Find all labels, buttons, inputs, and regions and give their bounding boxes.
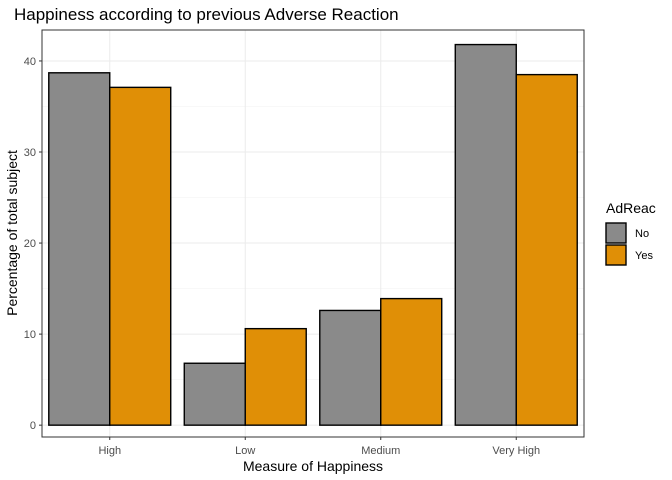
x-axis-title: Measure of Happiness: [243, 458, 383, 474]
y-tick-label: 0: [30, 420, 36, 432]
chart-title: Happiness according to previous Adverse …: [14, 5, 399, 24]
x-tick-label: Low: [235, 445, 255, 457]
legend-label-yes: Yes: [635, 250, 653, 262]
bar-medium-no: [319, 309, 382, 426]
plot-panel: [41, 29, 585, 438]
x-tick-label: Medium: [361, 445, 400, 457]
bar-high-no: [48, 72, 111, 426]
bar-very-high-yes: [515, 73, 578, 426]
panel-border: [41, 29, 585, 438]
legend-items: No Yes: [605, 222, 653, 266]
legend-swatch-yes: [605, 244, 627, 266]
y-axis: 0 10 20 30 40: [24, 56, 42, 432]
legend-swatch-no: [605, 222, 627, 244]
y-tick-label: 30: [24, 147, 36, 159]
bar-very-high-no: [454, 43, 517, 426]
x-tick-label: High: [98, 445, 121, 457]
bar-low-yes: [244, 327, 307, 426]
legend-title: AdReac: [606, 200, 656, 216]
legend-label-no: No: [635, 228, 649, 240]
y-tick-label: 20: [24, 238, 36, 250]
bars: [48, 43, 578, 426]
x-axis: High Low Medium Very High: [98, 437, 540, 457]
x-tick-label: Very High: [492, 445, 540, 457]
legend: AdReac No Yes: [605, 200, 656, 266]
bar-low-no: [183, 362, 246, 426]
y-tick-label: 40: [24, 56, 36, 68]
y-axis-title: Percentage of total subject: [4, 150, 20, 316]
bar-medium-yes: [380, 297, 443, 426]
y-tick-label: 10: [24, 329, 36, 341]
bar-high-yes: [109, 86, 172, 426]
